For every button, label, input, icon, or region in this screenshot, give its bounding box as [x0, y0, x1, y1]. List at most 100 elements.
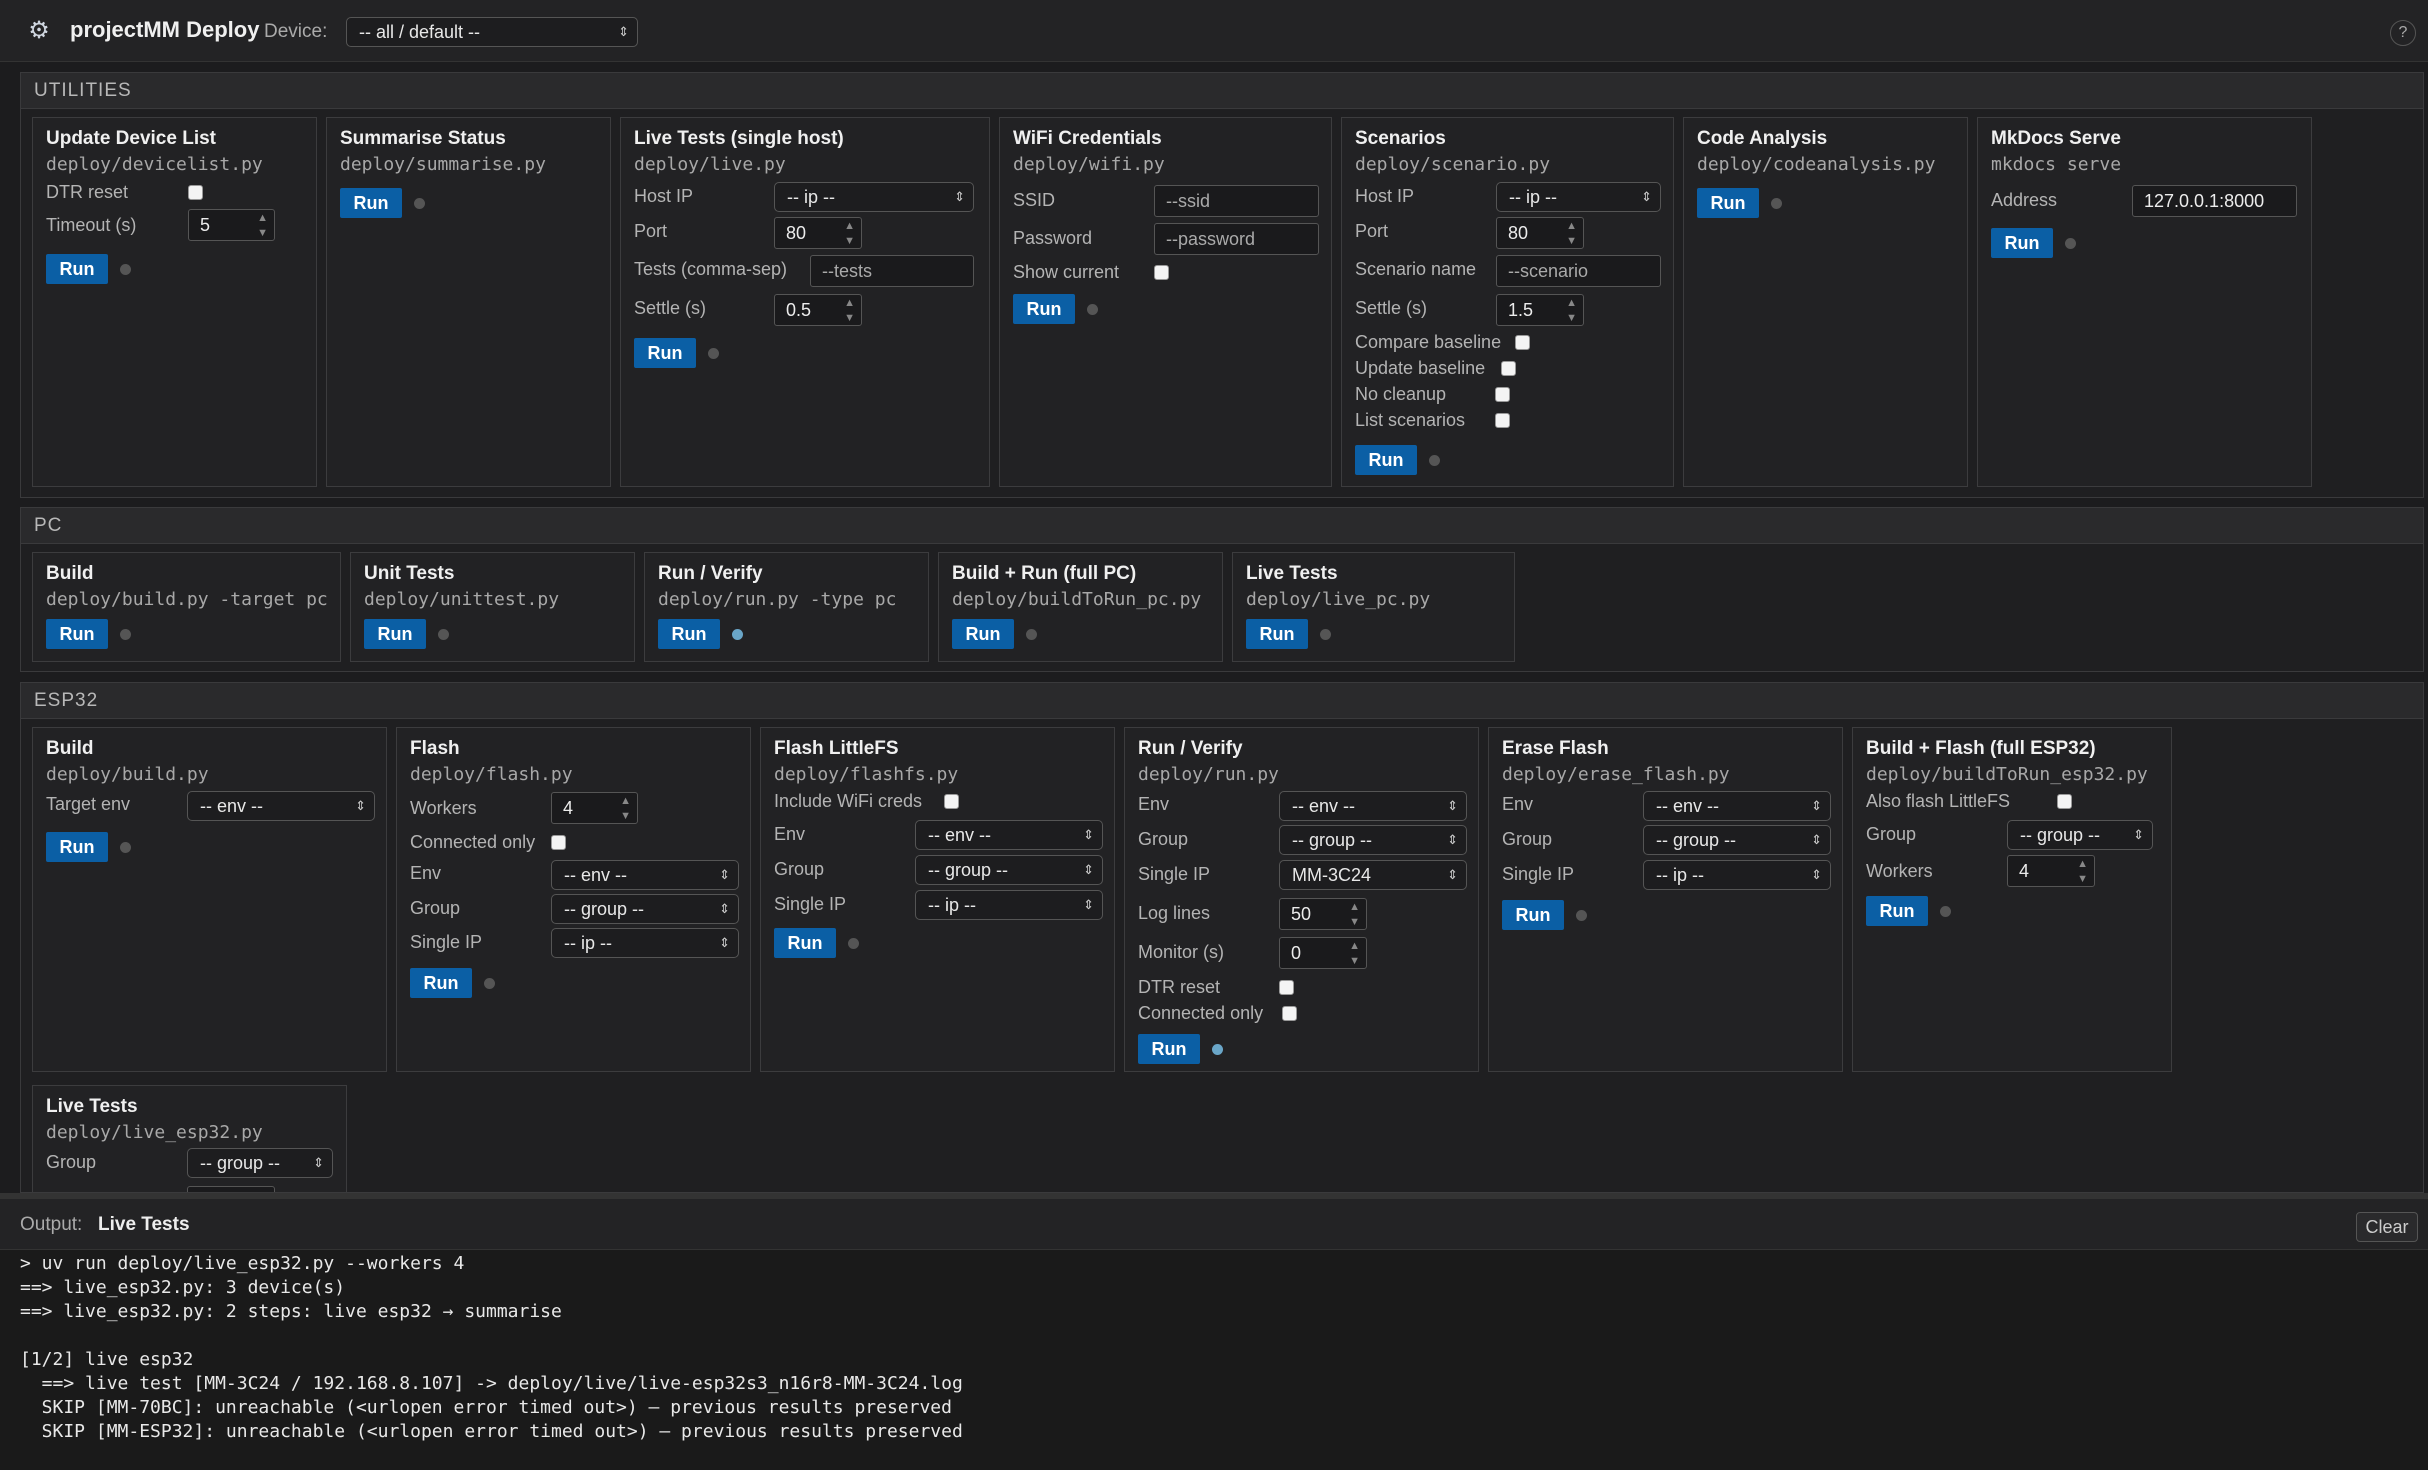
card-live-tests-single-host: Live Tests (single host) deploy/live.py …	[620, 117, 990, 487]
also-flash-checkbox[interactable]	[2057, 794, 2072, 809]
group-select[interactable]: -- group -- ⇕	[915, 855, 1103, 885]
run-button[interactable]: Run	[774, 928, 836, 958]
update-baseline-checkbox[interactable]	[1501, 361, 1516, 376]
env-select[interactable]: -- env -- ⇕	[551, 860, 739, 890]
env-select[interactable]: -- env -- ⇕	[915, 820, 1103, 850]
device-select[interactable]: -- all / default -- ⇕	[346, 17, 638, 47]
dtr-reset-checkbox[interactable]	[1279, 980, 1294, 995]
run-button[interactable]: Run	[410, 968, 472, 998]
include-wifi-checkbox[interactable]	[944, 794, 959, 809]
stepper-icon[interactable]: ▲ ▼	[844, 220, 855, 247]
group-select[interactable]: -- group -- ⇕	[1279, 825, 1467, 855]
status-dot	[120, 629, 131, 640]
timeout-input[interactable]: 5 ▲ ▼	[188, 209, 275, 241]
run-button[interactable]: Run	[1246, 619, 1308, 649]
utilities-section: UTILITIES Update Device List deploy/devi…	[20, 72, 2424, 498]
chevron-updown-icon: ⇕	[355, 798, 366, 813]
target-env-select[interactable]: -- env -- ⇕	[187, 791, 375, 821]
chevron-updown-icon: ⇕	[1083, 897, 1094, 912]
env-select[interactable]: -- env -- ⇕	[1643, 791, 1831, 821]
run-button[interactable]: Run	[1013, 294, 1075, 324]
settle-input[interactable]: 0.5 ▲ ▼	[774, 294, 862, 326]
stepper-icon[interactable]: ▲ ▼	[1566, 220, 1577, 247]
group-select[interactable]: -- group -- ⇕	[1643, 825, 1831, 855]
card-scenarios: Scenarios deploy/scenario.py Host IP -- …	[1341, 117, 1674, 487]
address-label: Address	[1991, 190, 2058, 210]
top-bar: ⚙ projectMM Deploy Device: -- all / defa…	[0, 0, 2428, 62]
run-button[interactable]: Run	[1991, 228, 2053, 258]
single-ip-value: -- ip --	[564, 933, 612, 953]
settle-input[interactable]: 1.5 ▲ ▼	[1496, 294, 1584, 326]
run-button[interactable]: Run	[1355, 445, 1417, 475]
monitor-input[interactable]: 0 ▲ ▼	[1279, 937, 1367, 969]
env-label: Env	[774, 824, 806, 844]
host-ip-select[interactable]: -- ip -- ⇕	[774, 182, 974, 212]
single-ip-select[interactable]: MM-3C24 ⇕	[1279, 860, 1467, 890]
stepper-icon[interactable]: ▲ ▼	[2077, 858, 2088, 885]
group-select[interactable]: -- group -- ⇕	[551, 894, 739, 924]
stepper-icon[interactable]: ▲ ▼	[1566, 297, 1577, 324]
card-title: WiFi Credentials	[1013, 128, 1162, 149]
workers-input[interactable]: 4 ▲ ▼	[2007, 855, 2095, 887]
log-lines-input[interactable]: 50 ▲ ▼	[1279, 898, 1367, 930]
esp32-section: ESP32 Build deploy/build.py Target env -…	[20, 682, 2424, 1193]
workers-input[interactable]	[187, 1186, 275, 1192]
show-current-checkbox[interactable]	[1154, 265, 1169, 280]
run-button[interactable]: Run	[658, 619, 720, 649]
dtr-checkbox[interactable]	[188, 185, 203, 200]
connected-only-checkbox[interactable]	[1282, 1006, 1297, 1021]
env-select[interactable]: -- env -- ⇕	[1279, 791, 1467, 821]
chevron-updown-icon: ⇕	[1447, 832, 1458, 847]
single-ip-select[interactable]: -- ip -- ⇕	[551, 928, 739, 958]
stepper-icon[interactable]: ▲ ▼	[844, 297, 855, 324]
clear-button[interactable]: Clear	[2356, 1212, 2418, 1242]
stepper-icon[interactable]: ▲ ▼	[1349, 901, 1360, 928]
console-line: SKIP [MM-ESP32]: unreachable (<urlopen e…	[20, 1421, 963, 1442]
no-cleanup-checkbox[interactable]	[1495, 387, 1510, 402]
host-ip-select[interactable]: -- ip -- ⇕	[1496, 182, 1661, 212]
group-value: -- group --	[2020, 825, 2101, 845]
address-input[interactable]: 127.0.0.1:8000	[2132, 185, 2297, 217]
ssid-label: SSID	[1013, 190, 1056, 210]
ssid-input[interactable]: --ssid	[1154, 185, 1319, 217]
connected-only-checkbox[interactable]	[551, 835, 566, 850]
run-button[interactable]: Run	[1697, 188, 1759, 218]
run-button[interactable]: Run	[340, 188, 402, 218]
timeout-value: 5	[200, 215, 211, 235]
include-wifi-label: Include WiFi creds	[774, 791, 923, 811]
port-input[interactable]: 80 ▲ ▼	[774, 217, 862, 249]
scenario-name-input[interactable]: --scenario	[1496, 255, 1661, 287]
show-current-label: Show current	[1013, 262, 1120, 282]
run-button[interactable]: Run	[1866, 896, 1928, 926]
run-button[interactable]: Run	[1138, 1034, 1200, 1064]
compare-baseline-checkbox[interactable]	[1515, 335, 1530, 350]
run-button[interactable]: Run	[364, 619, 426, 649]
group-select[interactable]: -- group -- ⇕	[2007, 820, 2153, 850]
console-line: > uv run deploy/live_esp32.py --workers …	[20, 1253, 465, 1274]
port-input[interactable]: 80 ▲ ▼	[1496, 217, 1584, 249]
run-button[interactable]: Run	[634, 338, 696, 368]
card-summarise-status: Summarise Status deploy/summarise.py Run	[326, 117, 611, 487]
tests-input[interactable]: --tests	[810, 255, 974, 287]
single-ip-select[interactable]: -- ip -- ⇕	[1643, 860, 1831, 890]
password-input[interactable]: --password	[1154, 223, 1319, 255]
group-select[interactable]: -- group -- ⇕	[187, 1148, 333, 1178]
card-title: Run / Verify	[658, 563, 763, 584]
workers-input[interactable]: 4 ▲ ▼	[551, 792, 638, 824]
run-button[interactable]: Run	[46, 619, 108, 649]
card-esp32-erase-flash: Erase Flash deploy/erase_flash.py Env --…	[1488, 727, 1843, 1072]
stepper-icon[interactable]: ▲ ▼	[257, 212, 268, 239]
stepper-icon[interactable]: ▲ ▼	[1349, 940, 1360, 967]
card-script: deploy/scenario.py	[1355, 154, 1551, 175]
host-ip-label: Host IP	[634, 186, 694, 206]
run-button[interactable]: Run	[952, 619, 1014, 649]
help-button[interactable]: ?	[2390, 20, 2416, 46]
list-scenarios-checkbox[interactable]	[1495, 413, 1510, 428]
card-pc-build-run: Build + Run (full PC) deploy/buildToRun_…	[938, 552, 1223, 662]
stepper-icon[interactable]: ▲ ▼	[620, 795, 631, 822]
host-ip-value: -- ip --	[1509, 187, 1557, 207]
run-button[interactable]: Run	[46, 254, 108, 284]
single-ip-select[interactable]: -- ip -- ⇕	[915, 890, 1103, 920]
run-button[interactable]: Run	[46, 832, 108, 862]
run-button[interactable]: Run	[1502, 900, 1564, 930]
